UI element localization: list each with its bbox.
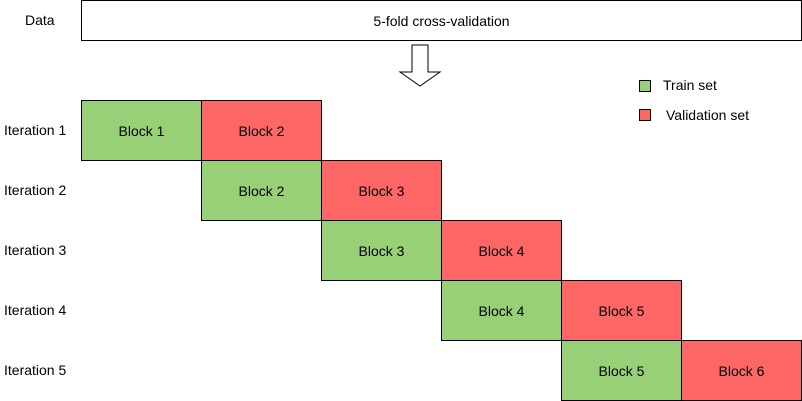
train-block: Block 5: [561, 340, 682, 401]
validation-block: Block 6: [681, 340, 802, 401]
legend-train-swatch: [639, 80, 651, 92]
train-block: Block 4: [441, 280, 562, 341]
train-block: Block 1: [81, 100, 202, 161]
validation-block: Block 5: [561, 280, 682, 341]
validation-block: Block 4: [441, 220, 562, 281]
train-block: Block 3: [321, 220, 442, 281]
train-block: Block 2: [201, 160, 322, 221]
iteration-label: Iteration 5: [4, 362, 67, 378]
iteration-label: Iteration 2: [4, 182, 67, 198]
data-box: 5-fold cross-validation: [81, 0, 802, 41]
validation-block: Block 2: [201, 100, 322, 161]
iteration-label: Iteration 1: [4, 122, 67, 138]
legend-train-label: Train set: [663, 77, 717, 93]
iteration-label: Iteration 4: [4, 302, 67, 318]
legend-validation-label: Validation set: [666, 107, 750, 123]
down-arrow-icon: [398, 44, 442, 87]
validation-block: Block 3: [321, 160, 442, 221]
data-label: Data: [25, 12, 55, 28]
legend-validation-swatch: [639, 109, 651, 121]
iteration-label: Iteration 3: [4, 242, 67, 258]
